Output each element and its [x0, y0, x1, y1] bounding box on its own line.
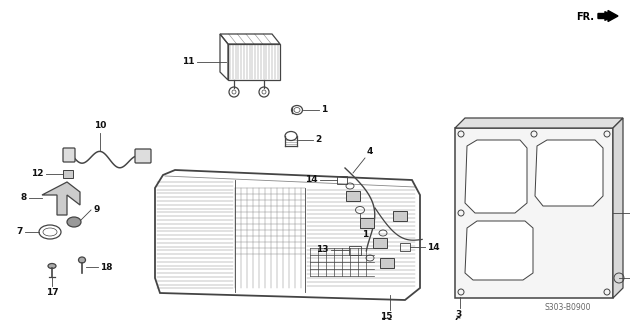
- Text: 3: 3: [455, 310, 461, 319]
- FancyBboxPatch shape: [63, 148, 75, 162]
- Text: 1: 1: [362, 230, 369, 239]
- Bar: [63, 170, 73, 178]
- Bar: [400, 243, 410, 251]
- Text: 16: 16: [380, 319, 392, 320]
- Polygon shape: [455, 118, 623, 128]
- Text: 9: 9: [93, 204, 100, 213]
- Text: S303-B0900: S303-B0900: [545, 303, 591, 313]
- Text: 13: 13: [316, 245, 329, 254]
- Polygon shape: [535, 140, 603, 206]
- Text: 7: 7: [16, 228, 23, 236]
- Polygon shape: [613, 118, 623, 298]
- Text: 4: 4: [367, 147, 374, 156]
- Text: 17: 17: [46, 288, 59, 297]
- Ellipse shape: [79, 257, 86, 263]
- Text: 15: 15: [380, 312, 392, 320]
- Text: 18: 18: [100, 262, 113, 271]
- Text: 10: 10: [94, 121, 106, 130]
- Bar: [373, 238, 387, 248]
- Text: 12: 12: [32, 170, 44, 179]
- Text: 1: 1: [321, 106, 327, 115]
- Text: 2: 2: [315, 135, 321, 145]
- Bar: [346, 191, 360, 201]
- Text: 6: 6: [455, 317, 461, 320]
- Text: 11: 11: [183, 58, 195, 67]
- Bar: [393, 211, 407, 221]
- Text: FR.: FR.: [576, 12, 594, 22]
- Ellipse shape: [67, 217, 81, 227]
- Ellipse shape: [48, 263, 56, 268]
- Polygon shape: [42, 182, 80, 215]
- Bar: [360, 218, 374, 228]
- Bar: [349, 246, 361, 255]
- Polygon shape: [465, 221, 533, 280]
- Bar: [455, 128, 613, 298]
- Text: 8: 8: [21, 194, 27, 203]
- Text: 14: 14: [306, 175, 318, 185]
- Bar: [337, 176, 347, 184]
- Text: 14: 14: [427, 243, 440, 252]
- FancyArrow shape: [598, 11, 618, 21]
- FancyBboxPatch shape: [135, 149, 151, 163]
- Polygon shape: [465, 140, 527, 213]
- Bar: [380, 258, 394, 268]
